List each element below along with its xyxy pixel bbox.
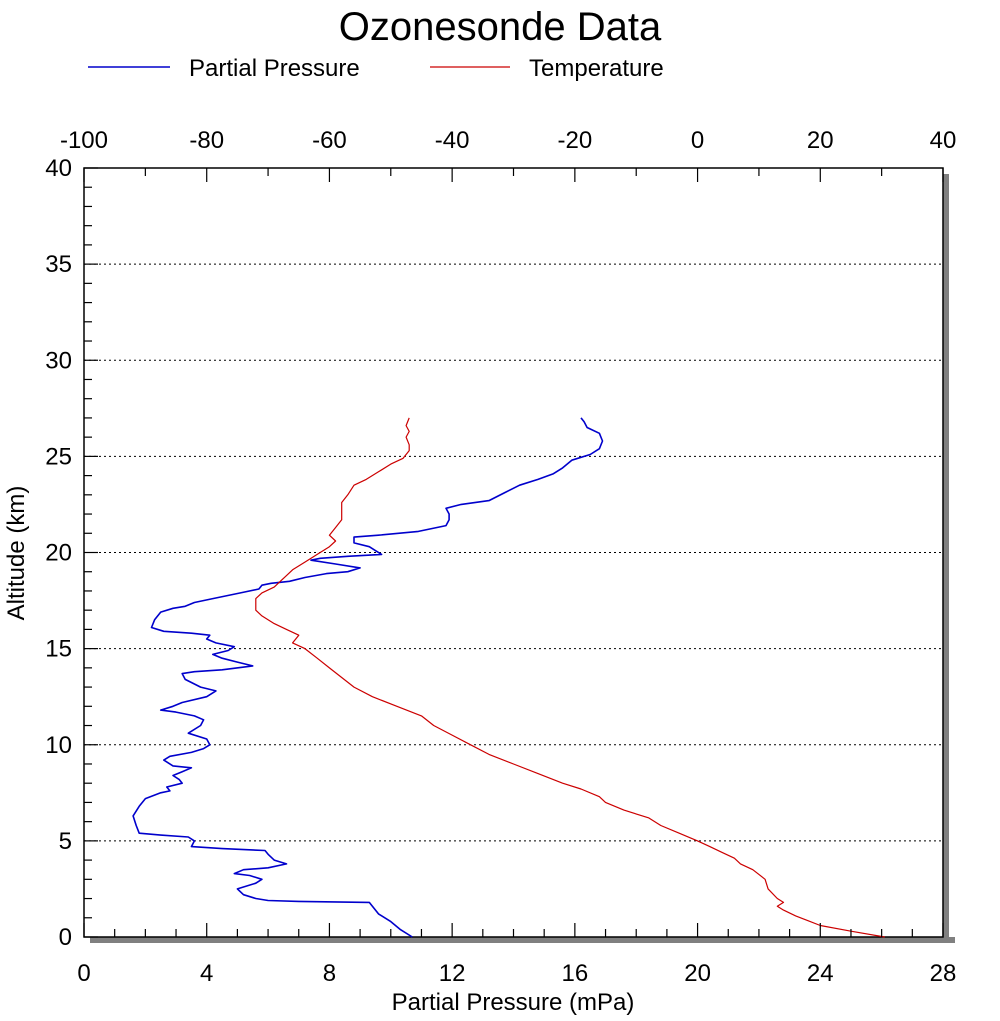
x-top-tick-label: -40 bbox=[435, 127, 470, 154]
x-bottom-tick-label: 4 bbox=[200, 960, 213, 987]
x-bottom-tick-label: 8 bbox=[323, 960, 336, 987]
y-tick-label: 20 bbox=[45, 540, 72, 567]
x-bottom-tick-label: 20 bbox=[684, 960, 711, 987]
y-tick-label: 15 bbox=[45, 636, 72, 663]
x-top-tick-label: -60 bbox=[312, 127, 347, 154]
axes: 0 4 8 12 16 20 24 28 -100 -80 -60 -40 -20 0 20 40 0 5 10 15… bbox=[45, 127, 956, 987]
y-tick-label: 30 bbox=[45, 347, 72, 374]
legend: Partial Pressure Temperature bbox=[88, 55, 664, 82]
series-layer bbox=[132, 417, 885, 938]
plot-shadow-bottom bbox=[90, 937, 955, 943]
y-tick-label: 25 bbox=[45, 443, 72, 470]
x-top-tick-label: -20 bbox=[558, 127, 593, 154]
x-top-tick-label: -100 bbox=[60, 127, 108, 154]
x-bottom-tick-label: 16 bbox=[562, 960, 589, 987]
x-bottom-tick-label: 12 bbox=[439, 960, 466, 987]
y-tick-label: 10 bbox=[45, 732, 72, 759]
y-tick-label: 35 bbox=[45, 251, 72, 278]
y-tick-label: 40 bbox=[45, 155, 72, 182]
x-top-tick-label: -80 bbox=[189, 127, 224, 154]
chart-title: Ozonesonde Data bbox=[339, 5, 662, 49]
legend-label-partial-pressure: Partial Pressure bbox=[189, 55, 360, 82]
legend-label-temperature: Temperature bbox=[529, 55, 664, 82]
x-top-tick-label: 20 bbox=[807, 127, 834, 154]
x-bottom-tick-label: 24 bbox=[807, 960, 834, 987]
plot-area bbox=[83, 167, 955, 943]
x-bottom-tick-label: 28 bbox=[930, 960, 957, 987]
y-tick-label: 0 bbox=[59, 924, 72, 951]
y-tick-label: 5 bbox=[59, 828, 72, 855]
gridlines bbox=[84, 263, 943, 842]
x-axis-label: Partial Pressure (mPa) bbox=[392, 989, 635, 1016]
series-line-temperature bbox=[255, 417, 885, 938]
x-top-tick-label: 40 bbox=[930, 127, 957, 154]
plot-shadow-right bbox=[943, 174, 949, 943]
x-top-tick-label: 0 bbox=[691, 127, 704, 154]
y-axis-label: Altitude (km) bbox=[3, 486, 30, 621]
series-line-partial-pressure bbox=[132, 417, 604, 938]
x-bottom-tick-label: 0 bbox=[77, 960, 90, 987]
